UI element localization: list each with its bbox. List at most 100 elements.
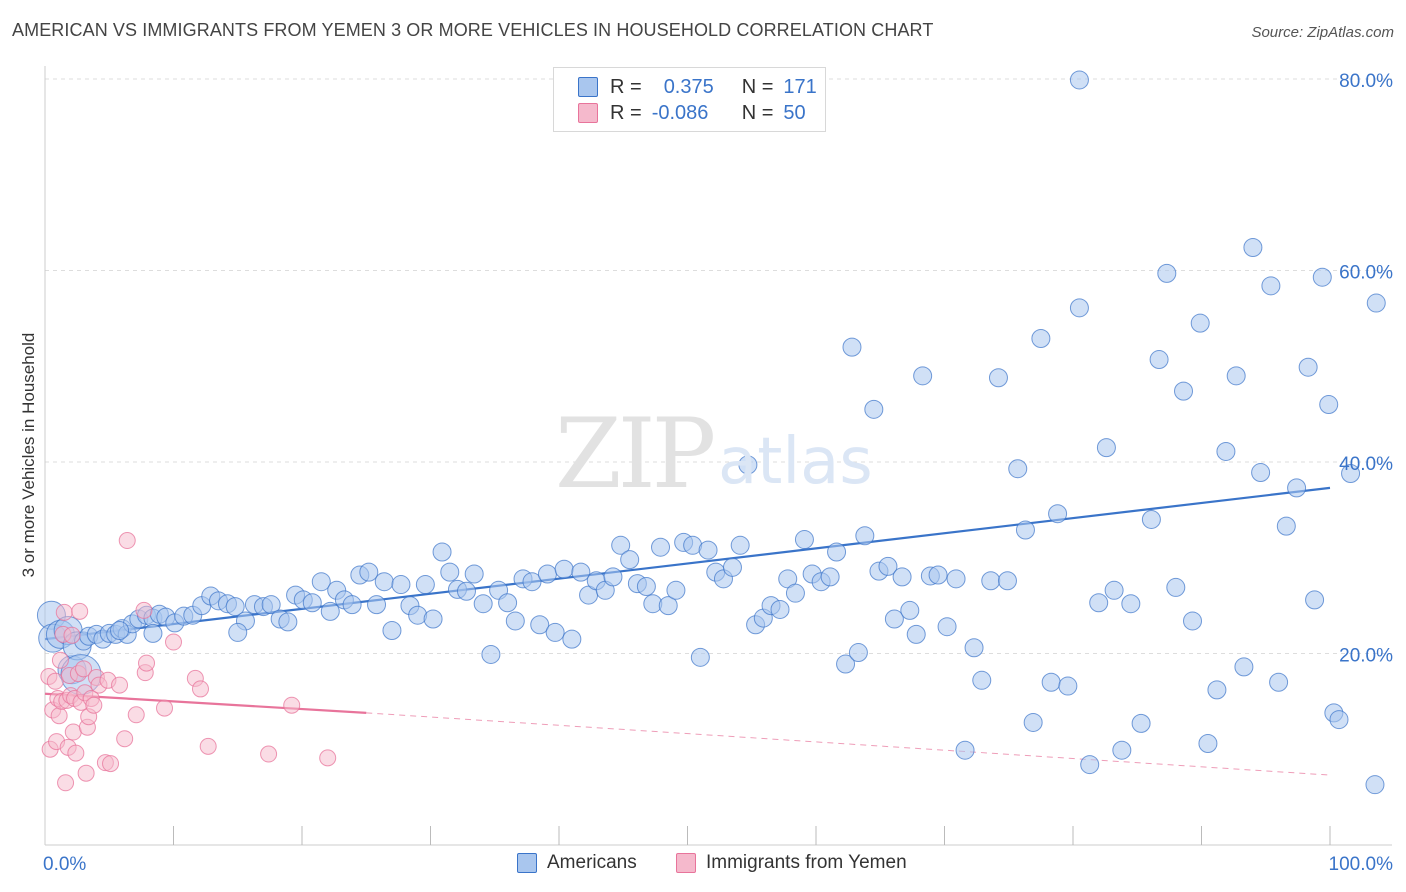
americans-point xyxy=(505,611,525,631)
x-tick-label: 0.0% xyxy=(43,854,86,875)
americans-point xyxy=(481,644,501,664)
watermark-atlas: atlas xyxy=(718,425,873,499)
americans-point xyxy=(1234,657,1254,677)
yemen-point xyxy=(116,730,134,748)
americans-point xyxy=(391,575,411,595)
y-tick-label: 20.0% xyxy=(1339,646,1393,667)
americans-point xyxy=(1251,463,1271,483)
americans-point xyxy=(1131,713,1151,733)
americans-point xyxy=(359,562,379,582)
yemen-point xyxy=(71,602,89,620)
y-tick-label: 40.0% xyxy=(1339,454,1393,475)
yemen-point xyxy=(135,601,153,619)
americans-point xyxy=(603,567,623,587)
americans-points xyxy=(36,70,1386,795)
r-label: R = xyxy=(610,75,642,98)
americans-point xyxy=(972,670,992,690)
americans-point xyxy=(981,571,1001,591)
americans-point xyxy=(1089,593,1109,613)
americans-swatch xyxy=(578,77,598,97)
americans-point xyxy=(937,617,957,637)
americans-point xyxy=(143,623,163,643)
y-tick-label: 80.0% xyxy=(1339,71,1393,92)
n-value: 171 xyxy=(783,75,817,98)
americans-point xyxy=(913,366,933,386)
americans-point xyxy=(785,583,805,603)
yemen-swatch xyxy=(578,103,598,123)
americans-point xyxy=(464,564,484,584)
y-tick-label: 60.0% xyxy=(1339,263,1393,284)
r-label: R = xyxy=(610,101,642,124)
yemen-point xyxy=(77,764,95,782)
watermark-zip: ZIP xyxy=(555,398,716,510)
americans-point xyxy=(855,526,875,546)
americans-point xyxy=(878,556,898,576)
correlation-legend: R = 0.375 N = 171 R = -0.086 N = 50 xyxy=(553,67,826,132)
r-value: -0.086 xyxy=(651,101,709,124)
yemen-point xyxy=(127,706,145,724)
americans-point xyxy=(1104,580,1124,600)
yemen-point xyxy=(118,532,136,550)
yemen-point xyxy=(191,680,209,698)
americans-point xyxy=(320,601,340,621)
americans-point xyxy=(1198,734,1218,754)
legend-row-yemen: R = -0.086 N = 50 xyxy=(578,100,806,126)
americans-point xyxy=(1031,328,1051,348)
americans-point xyxy=(1058,676,1078,696)
americans-point xyxy=(571,562,591,582)
legend-row-americans: R = 0.375 N = 171 xyxy=(578,74,817,100)
yemen-point xyxy=(111,676,129,694)
yemen-point xyxy=(55,603,73,621)
bottom-legend-yemen: Immigrants from Yemen xyxy=(676,852,907,874)
americans-point xyxy=(1341,463,1361,483)
americans-point xyxy=(342,595,362,615)
americans-point xyxy=(1329,710,1349,730)
americans-point xyxy=(1190,313,1210,333)
americans-point xyxy=(1041,672,1061,692)
yemen-point xyxy=(85,696,103,714)
americans-point xyxy=(498,593,518,613)
americans-point xyxy=(1261,276,1281,296)
americans-point xyxy=(554,559,574,579)
americans-point xyxy=(864,399,884,419)
americans-point xyxy=(110,621,130,641)
americans-point xyxy=(456,581,476,601)
americans-point xyxy=(1298,357,1318,377)
americans-point xyxy=(374,572,394,592)
americans-point xyxy=(1312,267,1332,287)
americans-point xyxy=(1207,680,1227,700)
americans-point xyxy=(1226,366,1246,386)
americans-point xyxy=(1112,740,1132,760)
americans-point xyxy=(1174,381,1194,401)
americans-point xyxy=(311,572,331,592)
americans-point xyxy=(545,622,565,642)
yemen-point xyxy=(50,707,68,725)
n-label: N = xyxy=(741,75,774,98)
yemen-points xyxy=(40,532,337,792)
n-value: 50 xyxy=(783,101,806,124)
yemen-label: Immigrants from Yemen xyxy=(706,852,907,873)
americans-point xyxy=(1269,672,1289,692)
americans-point xyxy=(423,609,443,629)
americans-point xyxy=(997,571,1017,591)
chart-title: AMERICAN VS IMMIGRANTS FROM YEMEN 3 OR M… xyxy=(12,20,934,40)
americans-point xyxy=(278,612,298,632)
americans-point xyxy=(770,599,790,619)
americans-point xyxy=(620,550,640,570)
americans-point xyxy=(730,535,750,555)
yemen-point xyxy=(102,755,120,773)
yemen-point xyxy=(64,723,82,741)
yemen-point xyxy=(63,626,81,644)
americans-point xyxy=(1305,590,1325,610)
americans-point xyxy=(1287,478,1307,498)
yemen-point xyxy=(199,737,217,755)
americans-point xyxy=(892,567,912,587)
source-credit: Source: ZipAtlas.com xyxy=(1251,24,1394,41)
americans-point xyxy=(666,580,686,600)
americans-point xyxy=(1008,459,1028,479)
y-axis-label: 3 or more Vehicles in Household xyxy=(19,333,38,578)
americans-point xyxy=(820,567,840,587)
americans-point xyxy=(900,600,920,620)
americans-point xyxy=(522,572,542,592)
